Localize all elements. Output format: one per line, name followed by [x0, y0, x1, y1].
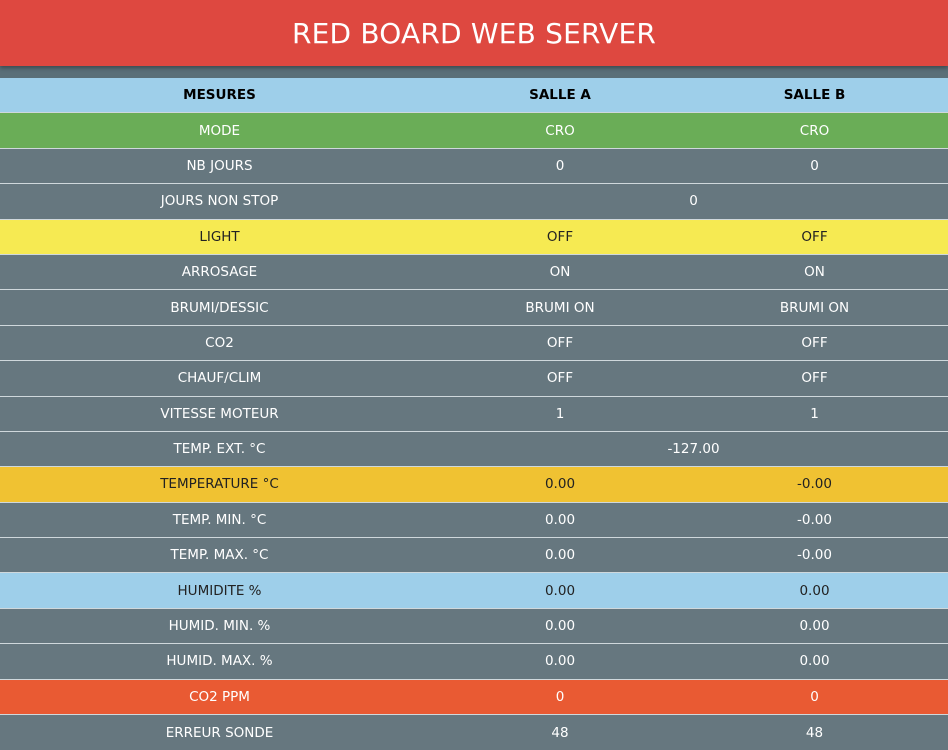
measurements-table: MESURES SALLE A SALLE B MODE CRO CRO NB …	[0, 78, 948, 750]
salle-b-value: OFF	[801, 228, 828, 245]
row-label: CHAUF/CLIM	[177, 370, 262, 387]
row-label: VITESSE MOTEUR	[160, 405, 279, 422]
salle-a-value: 0.00	[544, 653, 576, 670]
column-header-salle-a: SALLE A	[529, 87, 591, 104]
column-header-mesures: MESURES	[183, 87, 256, 104]
salle-a-value: 1	[555, 405, 565, 422]
row-label: JOURS NON STOP	[160, 193, 279, 210]
row-label: ARROSAGE	[181, 264, 258, 281]
salle-a-value: 0.00	[544, 582, 576, 599]
row-label: MODE	[198, 122, 241, 139]
salle-a-value: ON	[549, 264, 571, 281]
salle-b-value: -0.00	[797, 511, 832, 528]
table-header-row: MESURES SALLE A SALLE B	[0, 78, 948, 114]
salle-a-value: 0	[555, 157, 565, 174]
salle-a-value: OFF	[546, 370, 574, 387]
salle-b-value: 1	[810, 405, 819, 422]
row-label: TEMP. EXT. °C	[173, 441, 266, 458]
salle-b-value: 0.00	[799, 582, 830, 599]
salle-a-value: 0.00	[544, 618, 576, 635]
row-label: ERREUR SONDE	[165, 724, 274, 741]
row-temperature: TEMPERATURE °C 0.00 -0.00	[0, 467, 948, 503]
salle-b-value: OFF	[801, 334, 828, 351]
page-header: RED BOARD WEB SERVER	[0, 0, 948, 66]
salle-b-value: 0.00	[799, 653, 830, 670]
salle-b-value: -0.00	[797, 547, 832, 564]
row-co2-ppm: CO2 PPM 0 0	[0, 679, 948, 716]
salle-a-value: 0	[555, 688, 565, 705]
salle-a-value: 48	[551, 724, 569, 741]
salle-a-value: 0.00	[544, 511, 576, 528]
salle-a-value: 0.00	[544, 476, 576, 493]
salle-b-value: 48	[805, 724, 824, 741]
row-co2: CO2 OFF OFF	[0, 325, 948, 362]
shared-value: 0	[689, 193, 698, 210]
row-temp-max: TEMP. MAX. °C 0.00 -0.00	[0, 538, 948, 574]
salle-b-value: CRO	[799, 122, 830, 139]
salle-a-value: BRUMI ON	[525, 299, 595, 316]
row-temp-ext: TEMP. EXT. °C -127.00	[0, 431, 948, 468]
row-label: TEMP. MIN. °C	[172, 511, 267, 528]
row-erreur-sonde: ERREUR SONDE 48 48	[0, 715, 948, 750]
row-temp-min: TEMP. MIN. °C 0.00 -0.00	[0, 502, 948, 539]
row-nb-jours: NB JOURS 0 0	[0, 148, 948, 185]
row-arrosage: ARROSAGE ON ON	[0, 254, 948, 291]
row-brumi-dessic: BRUMI/DESSIC BRUMI ON BRUMI ON	[0, 290, 948, 326]
row-label: LIGHT	[199, 228, 240, 245]
salle-b-value: OFF	[801, 370, 828, 387]
row-label: HUMID. MAX. %	[166, 653, 273, 670]
salle-b-value: 0	[810, 157, 819, 174]
row-label: NB JOURS	[186, 157, 253, 174]
salle-a-value: CRO	[545, 122, 575, 139]
row-chauf-clim: CHAUF/CLIM OFF OFF	[0, 361, 948, 397]
row-label: TEMP. MAX. °C	[170, 547, 269, 564]
row-humid-min: HUMID. MIN. % 0.00 0.00	[0, 608, 948, 645]
row-humid-max: HUMID. MAX. % 0.00 0.00	[0, 644, 948, 680]
row-vitesse-moteur: VITESSE MOTEUR 1 1	[0, 396, 948, 432]
salle-b-value: 0	[810, 688, 819, 705]
row-label: TEMPERATURE °C	[160, 476, 279, 493]
page-title: RED BOARD WEB SERVER	[291, 16, 657, 50]
header-divider	[0, 66, 948, 78]
row-label: CO2	[205, 334, 234, 351]
row-label: CO2 PPM	[189, 688, 250, 705]
row-label: HUMID. MIN. %	[168, 618, 271, 635]
row-humidite: HUMIDITE % 0.00 0.00	[0, 573, 948, 609]
salle-b-value: 0.00	[799, 618, 830, 635]
salle-a-value: OFF	[546, 228, 574, 245]
row-label: BRUMI/DESSIC	[170, 299, 269, 316]
salle-a-value: 0.00	[544, 547, 576, 564]
row-mode: MODE CRO CRO	[0, 113, 948, 149]
shared-value: -127.00	[667, 441, 720, 458]
salle-b-value: BRUMI ON	[779, 299, 850, 316]
row-jours-non-stop: JOURS NON STOP 0	[0, 184, 948, 220]
salle-b-value: ON	[804, 264, 825, 281]
row-label: HUMIDITE %	[177, 582, 262, 599]
row-light: LIGHT OFF OFF	[0, 219, 948, 255]
salle-b-value: -0.00	[797, 476, 832, 493]
salle-a-value: OFF	[546, 334, 574, 351]
column-header-salle-b: SALLE B	[783, 87, 846, 104]
